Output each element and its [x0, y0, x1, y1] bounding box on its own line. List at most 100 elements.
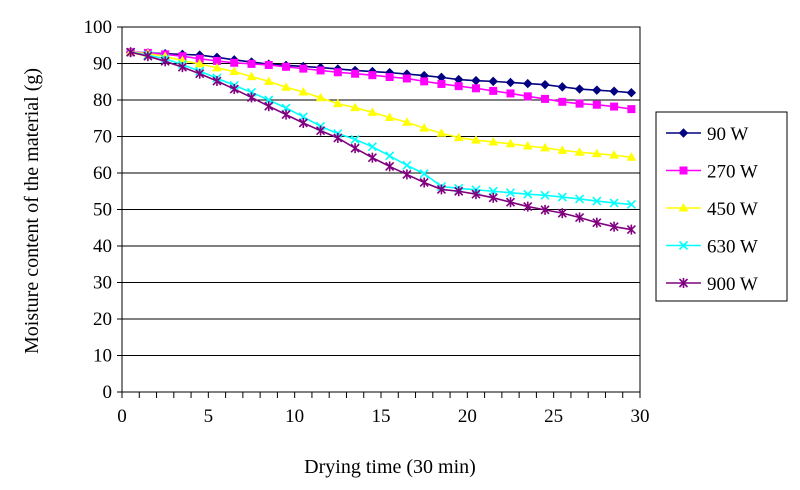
- data-point-90-w: [574, 84, 585, 94]
- data-point-450-w: [591, 148, 602, 158]
- data-point-450-w: [471, 135, 481, 144]
- data-point-900-w: [557, 208, 567, 219]
- y-tick-label: 20: [93, 309, 112, 330]
- legend-marker: [678, 202, 689, 212]
- data-point-450-w: [194, 58, 205, 68]
- series-line-630-w: [130, 51, 632, 206]
- data-point-270-w: [385, 73, 394, 82]
- data-point-900-w: [454, 186, 464, 197]
- legend-item-900-w: 900 W: [666, 274, 758, 295]
- x-tick-label: 25: [544, 406, 563, 427]
- data-point-90-w: [471, 75, 481, 86]
- data-point-90-w: [505, 77, 516, 88]
- y-tick-label: 30: [93, 273, 112, 294]
- data-point-90-w: [557, 82, 568, 92]
- data-point-270-w: [489, 86, 498, 95]
- data-point-450-w: [384, 112, 395, 122]
- data-point-900-w: [281, 109, 291, 120]
- data-point-450-w: [540, 142, 550, 152]
- legend-marker: [679, 166, 688, 175]
- data-point-450-w: [281, 82, 291, 91]
- data-point-270-w: [454, 82, 463, 91]
- data-point-270-w: [506, 89, 515, 98]
- legend-item-270-w: 270 W: [666, 162, 758, 183]
- data-point-630-w: [385, 151, 395, 161]
- data-point-630-w: [523, 189, 533, 199]
- data-point-630-w: [592, 196, 602, 206]
- data-point-270-w: [592, 100, 601, 109]
- data-point-630-w: [419, 169, 429, 179]
- data-point-630-w: [540, 190, 550, 200]
- data-point-270-w: [471, 84, 480, 93]
- y-tick-label: 60: [93, 163, 112, 184]
- legend-item-630-w: 630 W: [666, 237, 758, 258]
- data-point-90-w: [592, 85, 602, 95]
- data-point-450-w: [436, 128, 447, 137]
- axes: [117, 26, 641, 398]
- data-point-270-w: [610, 102, 619, 111]
- data-point-900-w: [471, 189, 481, 200]
- data-point-630-w: [350, 134, 360, 144]
- data-point-90-w: [540, 79, 550, 90]
- y-tick-label: 10: [93, 346, 112, 367]
- data-point-630-w: [609, 198, 619, 208]
- data-point-900-w: [143, 51, 153, 62]
- data-point-900-w: [298, 117, 308, 128]
- data-point-270-w: [541, 94, 550, 103]
- data-point-450-w: [419, 123, 430, 132]
- data-point-900-w: [229, 84, 239, 95]
- data-point-900-w: [367, 152, 377, 163]
- data-point-900-w: [609, 221, 619, 232]
- data-point-900-w: [523, 201, 533, 212]
- legend-marker: [678, 278, 689, 288]
- series-layer: [125, 47, 637, 235]
- data-point-270-w: [264, 60, 273, 69]
- data-point-630-w: [575, 194, 585, 204]
- data-point-900-w: [264, 101, 274, 112]
- data-point-450-w: [229, 66, 240, 76]
- data-point-450-w: [609, 150, 619, 159]
- legend-label: 630 W: [707, 237, 758, 258]
- data-point-630-w: [505, 188, 516, 198]
- data-point-900-w: [126, 47, 136, 58]
- data-point-270-w: [333, 68, 342, 77]
- data-point-450-w: [212, 62, 222, 72]
- x-tick-label: 10: [285, 406, 304, 427]
- series-line-270-w: [130, 51, 632, 110]
- legend-item-450-w: 450 W: [666, 199, 758, 220]
- data-point-900-w: [212, 76, 222, 87]
- data-point-270-w: [316, 66, 325, 75]
- y-tick-label: 80: [93, 90, 112, 111]
- data-point-900-w: [626, 224, 636, 235]
- x-tick-label: 0: [117, 406, 127, 427]
- data-point-450-w: [505, 138, 516, 148]
- legend-marker: [678, 128, 689, 138]
- series-line-450-w: [130, 51, 632, 159]
- data-point-630-w: [402, 160, 412, 170]
- data-point-900-w: [402, 169, 412, 180]
- y-tick-label: 0: [103, 382, 113, 403]
- data-point-900-w: [540, 204, 550, 215]
- x-tick-label: 30: [631, 406, 650, 427]
- series-line-900-w: [130, 51, 632, 231]
- data-point-450-w: [298, 86, 309, 96]
- series-900-w: [126, 47, 636, 235]
- data-point-270-w: [230, 58, 239, 67]
- data-point-900-w: [350, 143, 360, 154]
- data-point-450-w: [263, 76, 274, 85]
- legend-marker: [678, 240, 689, 251]
- data-point-900-w: [592, 217, 602, 228]
- y-tick-label: 70: [93, 127, 112, 148]
- legend-label: 900 W: [707, 274, 758, 295]
- data-point-900-w: [333, 132, 343, 143]
- data-point-900-w: [316, 125, 326, 136]
- data-point-900-w: [575, 212, 585, 223]
- data-point-900-w: [246, 92, 257, 103]
- data-point-900-w: [385, 161, 395, 172]
- y-tick-label: 90: [93, 54, 112, 75]
- data-point-270-w: [368, 71, 377, 80]
- data-point-270-w: [402, 74, 411, 83]
- x-tick-label: 20: [458, 406, 477, 427]
- data-point-270-w: [437, 79, 446, 88]
- data-point-630-w: [367, 142, 377, 152]
